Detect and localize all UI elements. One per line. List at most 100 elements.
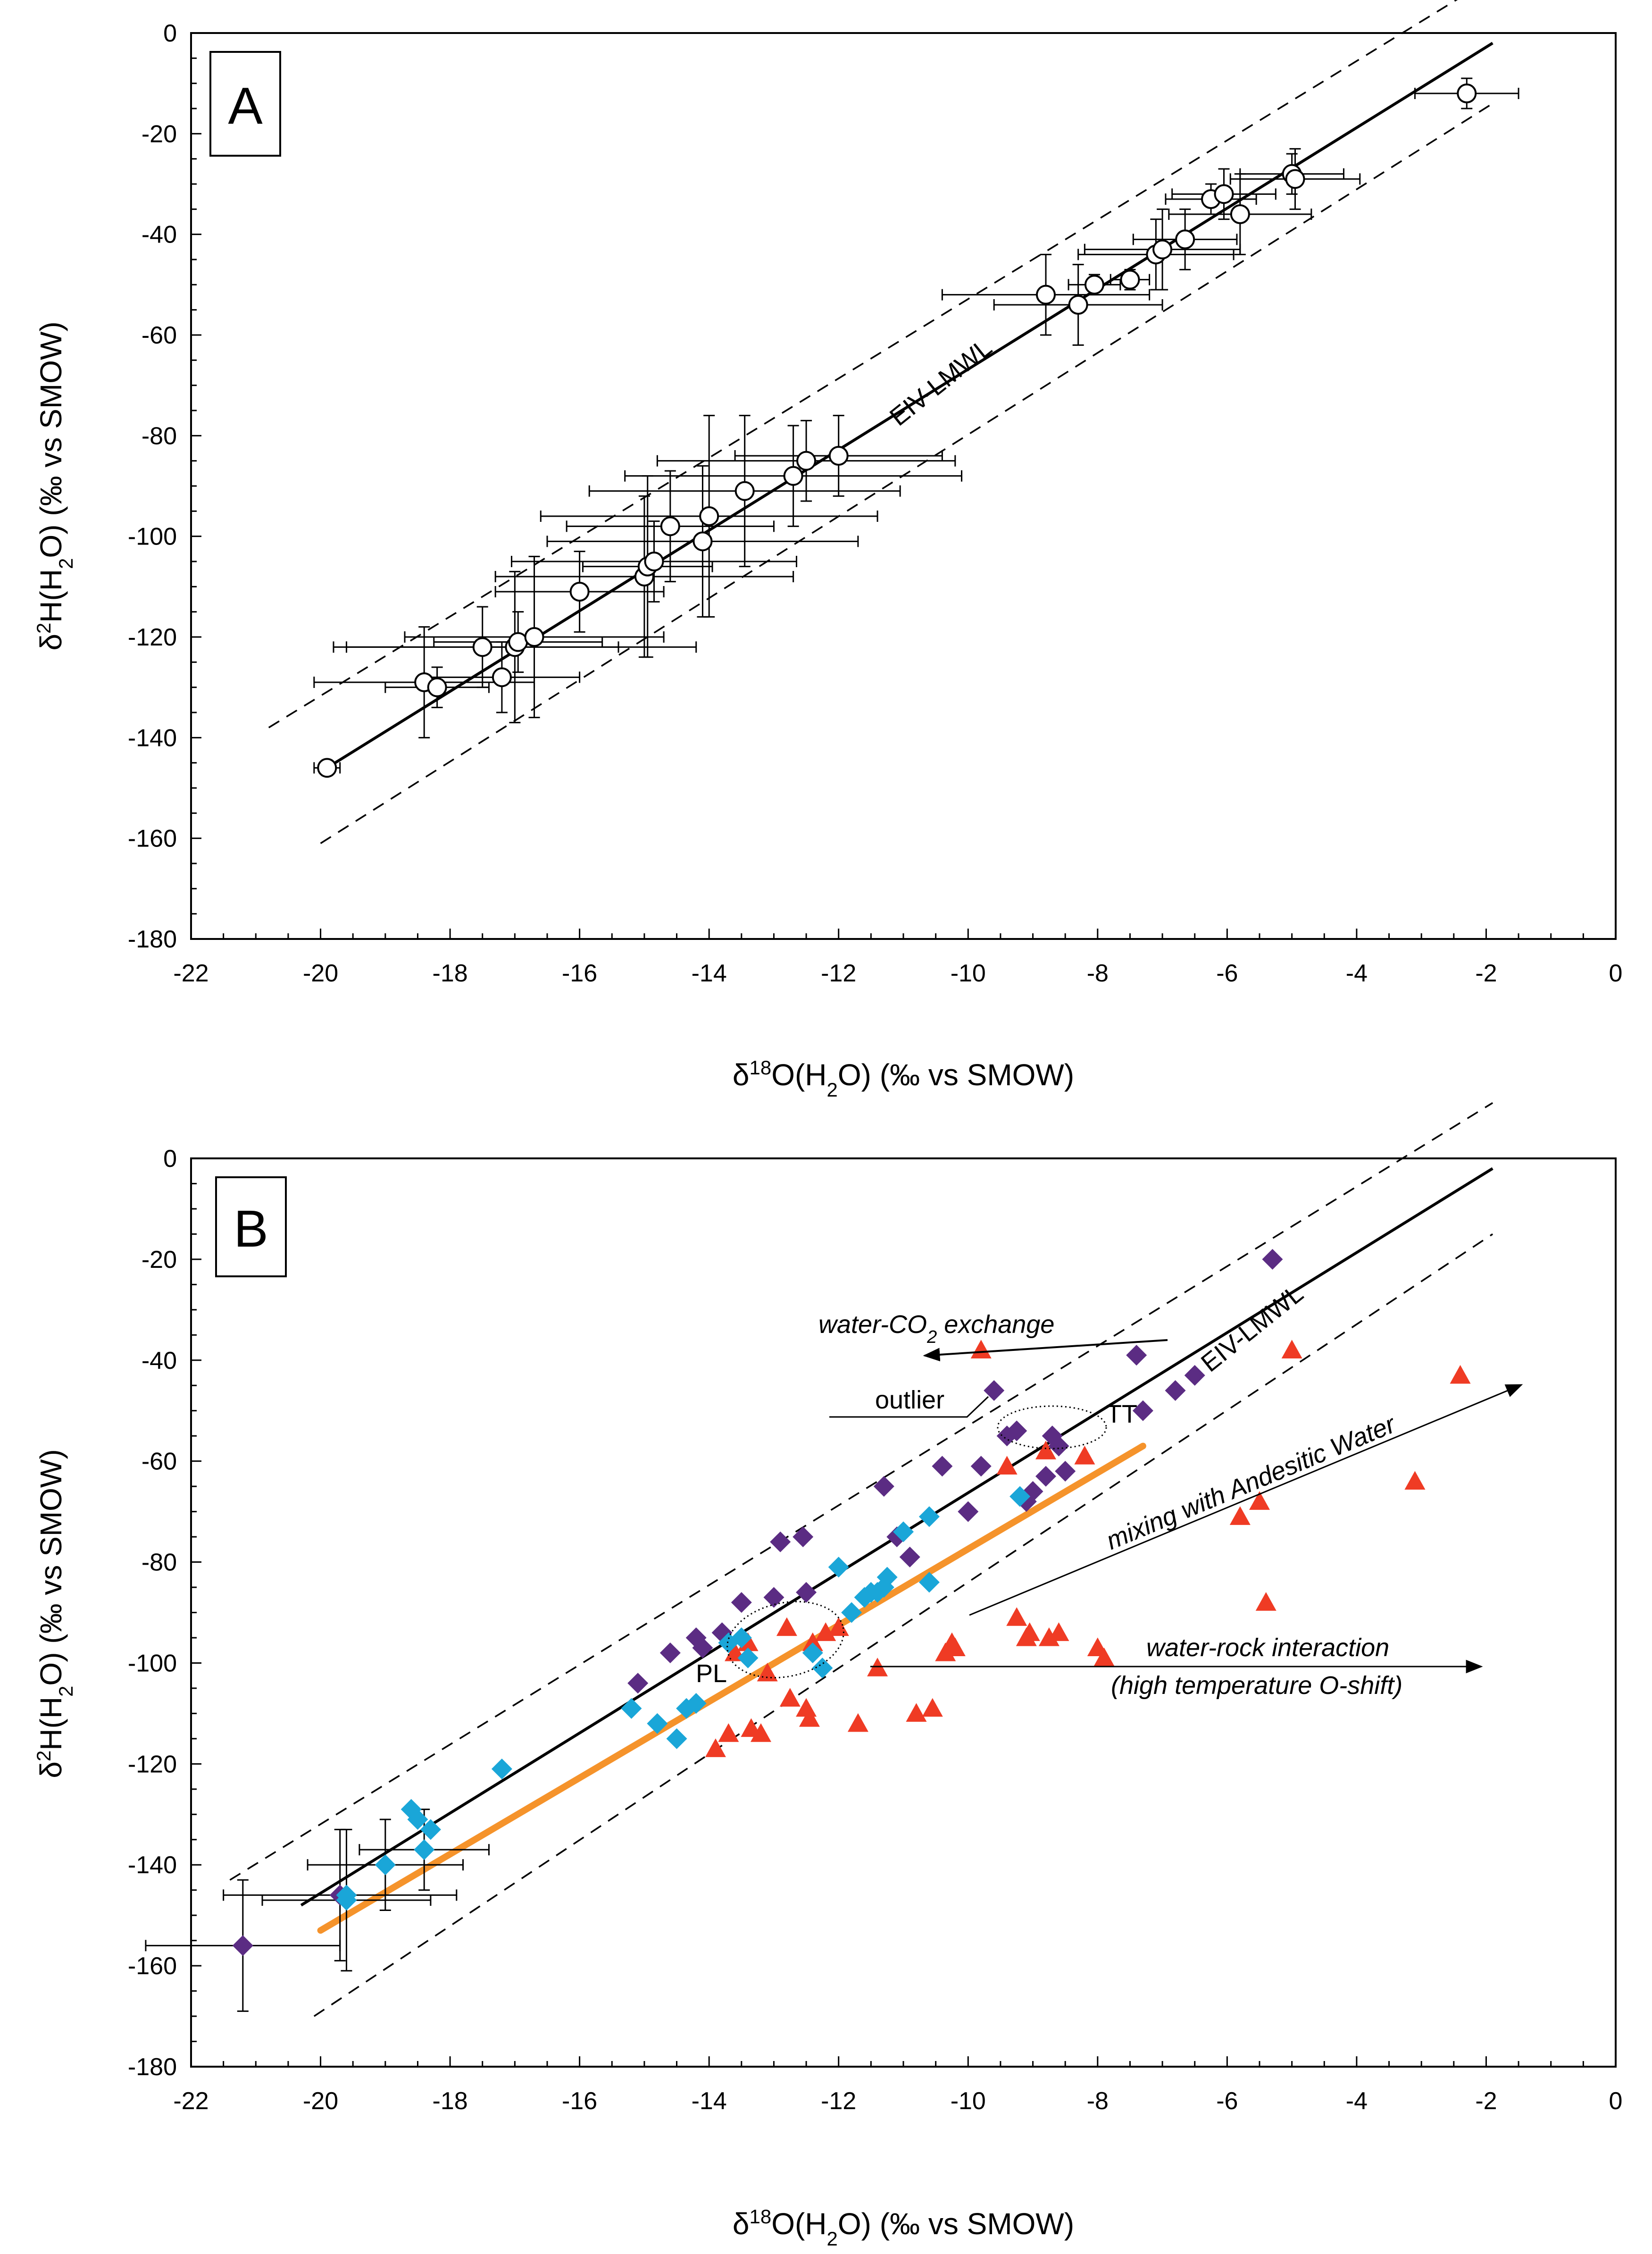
sample-point-a: [317, 758, 337, 778]
red-triangle-point: [906, 1703, 927, 1722]
purple-diamond-point: [1126, 1345, 1147, 1366]
y-tick-label-a: -160: [128, 825, 177, 853]
cyan-diamond-point: [812, 1658, 833, 1679]
purple-diamond-point: [984, 1380, 1005, 1401]
sample-point-a: [783, 466, 803, 486]
red-triangle-point: [802, 1632, 823, 1651]
y-tick-label-b: -180: [128, 2053, 177, 2081]
purple-diamond-point: [770, 1531, 791, 1552]
cyan-diamond-point: [491, 1759, 512, 1780]
andesitic-arrow: [969, 1384, 1523, 1616]
panel-label-box-b: [215, 1176, 287, 1277]
confidence-band-upper-a: [268, 0, 1458, 729]
x-axis-title-a: δ18O(H2O) (‰ vs SMOW): [733, 1056, 1074, 1101]
red-triangle-point: [796, 1698, 817, 1717]
co2-label-main: water-CO: [818, 1310, 927, 1339]
purple-diamond-point: [873, 1476, 894, 1497]
y-tick-label-a: -80: [142, 422, 177, 450]
x-tick-label-a: -16: [562, 960, 597, 987]
tt-ellipse: [997, 1405, 1107, 1450]
sample-point-a: [1120, 269, 1140, 290]
sample-point-a: [508, 632, 528, 652]
panel-label-a: A: [228, 77, 263, 135]
x-tick-label-a: -12: [821, 960, 856, 987]
red-triangle-point: [815, 1622, 836, 1641]
y-tick-label-a: -180: [128, 926, 177, 953]
x-tick-label-b: -20: [303, 2087, 338, 2115]
cyan-diamond-point: [918, 1572, 940, 1593]
confidence-band-lower-b: [313, 1233, 1493, 2017]
sample-point-a: [796, 451, 817, 471]
y-axis-title-a: δ2H(H2O) (‰ vs SMOW): [33, 321, 77, 650]
cyan-diamond-point: [918, 1506, 940, 1527]
cyan-diamond-point: [737, 1647, 759, 1668]
sample-point-a: [1036, 285, 1056, 305]
plot-area-a: [190, 32, 1617, 940]
co2-arrow: [923, 1339, 1168, 1362]
sample-point-a: [1285, 169, 1305, 189]
red-triangle-point: [944, 1637, 966, 1656]
sample-point-a: [734, 481, 755, 501]
red-triangle-point: [935, 1642, 956, 1661]
red-triangle-point: [779, 1688, 801, 1707]
sample-point-a: [1230, 204, 1250, 224]
red-triangle-point: [1281, 1340, 1302, 1358]
purple-diamond-point: [932, 1456, 953, 1477]
red-triangle-point: [751, 1723, 771, 1742]
x-tick-label-a: -18: [433, 960, 468, 987]
purple-diamond-point: [1184, 1365, 1205, 1386]
cyan-diamond-point: [621, 1698, 642, 1719]
co2-label-tail: exchange: [937, 1310, 1054, 1339]
orange-regression-line: [317, 1442, 1146, 1934]
x-tick-label-b: -4: [1346, 2087, 1368, 2115]
sample-point-a: [472, 637, 492, 657]
cyan-diamond-point: [841, 1602, 862, 1623]
red-triangle-point: [1048, 1622, 1069, 1641]
y-tick-label-a: -40: [142, 221, 177, 249]
y-tick-label-b: -40: [142, 1347, 177, 1374]
purple-diamond-point: [1006, 1420, 1027, 1441]
red-triangle-point: [1074, 1445, 1095, 1465]
red-triangle-point: [1404, 1471, 1426, 1490]
sample-point-a: [660, 516, 680, 536]
x-tick-label-a: -22: [173, 960, 209, 987]
tt-label: TT: [1106, 1400, 1137, 1428]
panel-label-b: B: [234, 1200, 268, 1258]
y-tick-label-a: -100: [128, 523, 177, 551]
x-tick-label-a: -20: [303, 960, 338, 987]
confidence-band-upper-b: [229, 1102, 1493, 1881]
purple-diamond-point: [1055, 1461, 1076, 1482]
x-tick-labels-a: -22 -20 -18 -16 -14 -12 -10 -8 -6 -4 -2 0: [173, 960, 1622, 987]
x-tick-label-b: -16: [562, 2087, 597, 2115]
y-tick-label-b: 0: [163, 1145, 177, 1173]
panel-label-box-a: [209, 51, 281, 157]
lmwl-label-a: EIV-LMWL: [884, 333, 997, 431]
x-tick-label-a: -10: [951, 960, 986, 987]
purple-diamond-point: [1035, 1466, 1056, 1487]
sample-point-a: [693, 531, 713, 552]
cyan-diamond-point: [414, 1839, 435, 1860]
y-tick-label-b: -80: [142, 1549, 177, 1576]
y-tick-label-a: -140: [128, 724, 177, 752]
red-triangle-point: [1006, 1607, 1027, 1626]
y-tick-labels-a: 0 -20 -40 -60 -80 -100 -120 -140 -160 -180: [128, 20, 177, 953]
lmwl-label-b: EIV-LMWL: [1196, 1279, 1309, 1377]
sample-point-a: [1457, 84, 1477, 103]
data-points-a: [313, 77, 1519, 778]
y-tick-label-b: -100: [128, 1650, 177, 1677]
pl-ellipse: [726, 1600, 844, 1679]
sample-point-a: [1175, 229, 1195, 250]
sample-point-a: [1152, 239, 1173, 260]
cyan-diamond-point: [420, 1819, 441, 1840]
cyan-diamond-point: [666, 1728, 687, 1749]
y-tick-label-b: -160: [128, 1952, 177, 1980]
sample-point-a: [644, 552, 664, 571]
confidence-band-lower-a: [320, 102, 1493, 844]
purple-diamond-point: [1262, 1248, 1283, 1270]
y-tick-label-b: -20: [142, 1246, 177, 1274]
co2-label: water-CO2 exchange: [818, 1310, 1054, 1347]
cyan-diamond-point: [893, 1521, 914, 1542]
x-tick-label-b: -22: [173, 2087, 209, 2115]
purple-diamond-point: [692, 1637, 713, 1659]
purple-diamond-point: [1048, 1435, 1069, 1457]
